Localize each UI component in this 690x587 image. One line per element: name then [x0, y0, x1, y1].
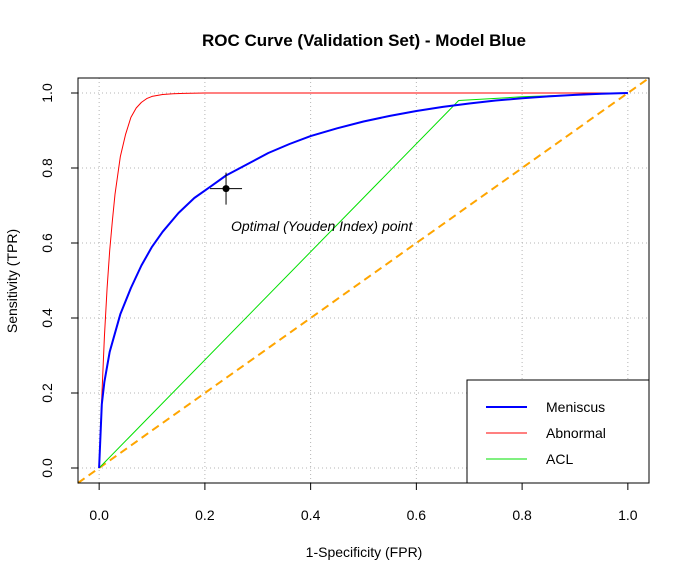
y-tick-label: 1.0 — [39, 83, 55, 103]
x-tick-label: 1.0 — [618, 507, 638, 523]
axis-layer: 0.0 0.2 0.4 0.6 0.8 1.0 0.0 0.2 0.4 0.6 0.8 1.0 — [39, 83, 638, 523]
y-tick-label: 0.2 — [39, 383, 55, 403]
x-tick-label: 0.8 — [512, 507, 532, 523]
y-tick-label: 0.8 — [39, 158, 55, 178]
y-tick-label: 0.0 — [39, 458, 55, 478]
optimal-point-marker — [222, 185, 230, 193]
x-tick-label: 0.2 — [195, 507, 215, 523]
y-tick-label: 0.4 — [39, 308, 55, 328]
x-tick-label: 0.6 — [407, 507, 427, 523]
plot-frame — [77, 77, 650, 484]
series-layer — [77, 77, 650, 484]
series-meniscus-line — [98, 92, 628, 469]
series-abnormal-line — [98, 92, 628, 469]
y-tick-label: 0.6 — [39, 233, 55, 253]
x-tick-label: 0.4 — [301, 507, 321, 523]
marker-layer — [210, 172, 243, 205]
legend-label-meniscus: Meniscus — [546, 399, 605, 415]
legend: Meniscus Abnormal ACL — [466, 379, 650, 484]
legend-label-acl: ACL — [546, 451, 573, 467]
x-axis-title: 1-Specificity (FPR) — [306, 544, 423, 560]
chart-title: ROC Curve (Validation Set) - Model Blue — [202, 31, 526, 50]
legend-box — [466, 379, 650, 484]
optimal-point-annotation: Optimal (Youden Index) point — [231, 218, 413, 234]
x-tick-label: 0.0 — [89, 507, 109, 523]
y-axis-title: Sensitivity (TPR) — [4, 229, 20, 333]
legend-label-abnormal: Abnormal — [546, 425, 606, 441]
